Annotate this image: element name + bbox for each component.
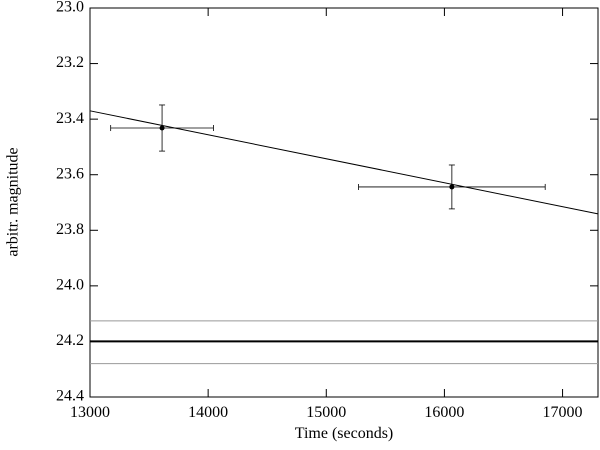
fit-line [89,110,599,215]
y-tick-label: 24.2 [56,332,84,349]
y-tick-label: 24.4 [56,388,84,405]
data-point [449,184,455,190]
x-axis-label: Time (seconds) [295,425,394,442]
x-tick-label: 14000 [188,404,228,421]
x-tick-label: 16000 [424,404,464,421]
y-tick-label: 23.0 [56,0,84,16]
x-tick-label: 13000 [70,404,110,421]
y-tick-label: 23.6 [56,165,84,182]
y-tick-label: 23.2 [56,54,84,71]
y-tick-label: 23.4 [56,110,84,127]
y-tick-label: 24.0 [56,277,84,294]
y-axis-label: arbitr. magnitude [5,147,22,256]
x-tick-label: 15000 [306,404,346,421]
plot-frame [89,7,599,398]
x-tick-label: 17000 [543,404,583,421]
data-point [159,125,165,131]
y-tick-label: 23.8 [56,221,84,238]
